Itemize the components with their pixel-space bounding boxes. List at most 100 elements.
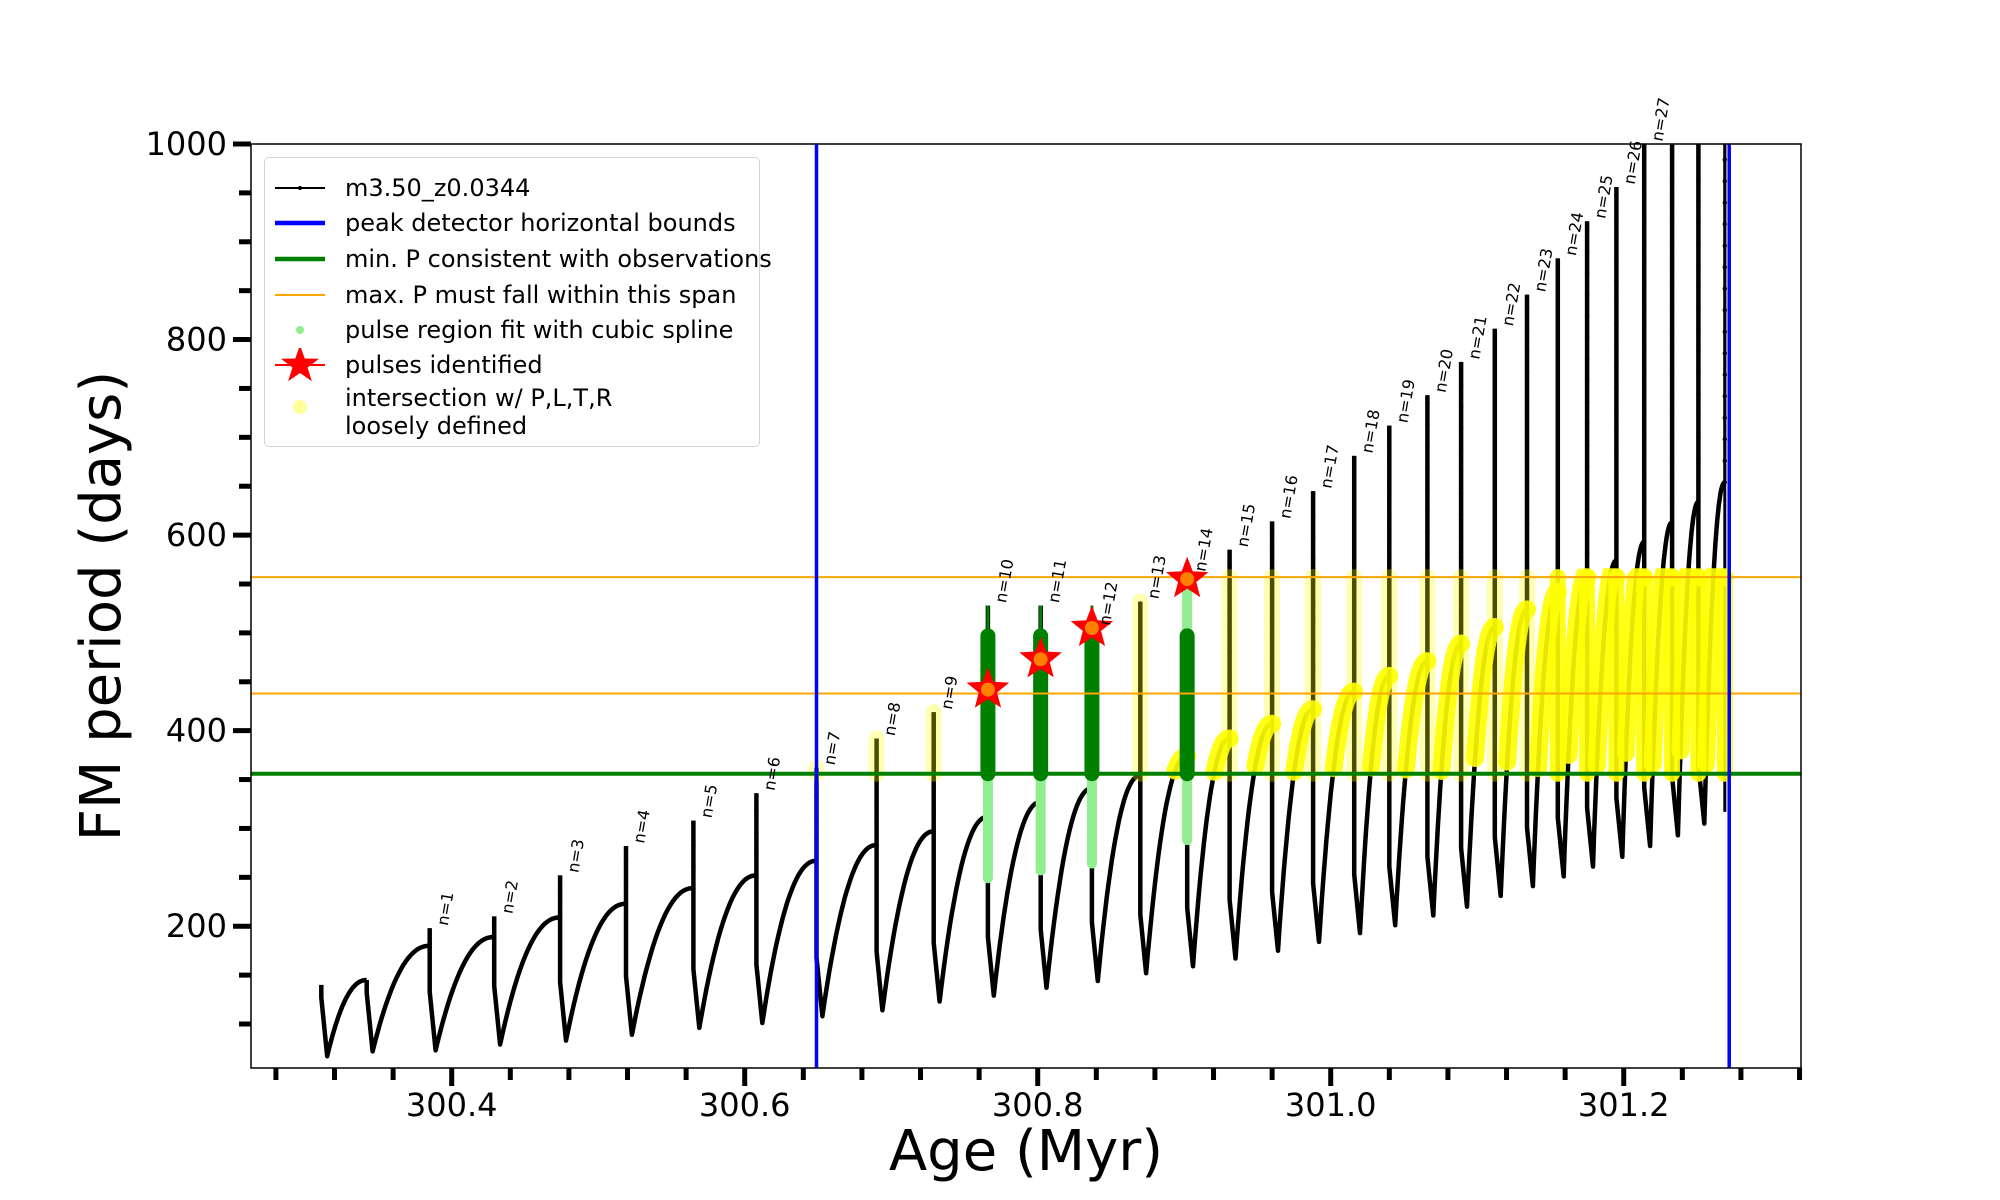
track-marker (1614, 407, 1619, 413)
intersection-region (1396, 652, 1437, 779)
track-marker (1555, 482, 1561, 487)
track-marker (1669, 262, 1675, 267)
track-marker (1642, 518, 1647, 523)
track-marker (491, 934, 497, 940)
track-marker (1669, 391, 1675, 396)
track-marker (1614, 386, 1619, 391)
track-marker (754, 808, 759, 814)
track-marker (1425, 508, 1430, 513)
track-marker (1696, 370, 1701, 375)
track-marker (1269, 614, 1275, 619)
track-marker (1492, 452, 1498, 458)
track-marker (1458, 490, 1464, 496)
line-icon (275, 294, 325, 296)
track-marker (1696, 220, 1701, 225)
track-marker (1524, 327, 1530, 332)
track-marker (1524, 413, 1530, 419)
track-marker (1524, 306, 1530, 311)
track-marker (1642, 324, 1647, 330)
track-marker (1458, 383, 1464, 388)
track-marker (1614, 364, 1619, 370)
track-marker (1584, 313, 1590, 319)
track-marker (1387, 544, 1392, 550)
track-marker (1351, 538, 1357, 544)
track-marker (1584, 464, 1590, 469)
track-marker (1425, 594, 1430, 599)
track-marker (1584, 507, 1590, 512)
model-track-segment (754, 793, 817, 1026)
track-marker (1669, 326, 1675, 331)
track-marker (1584, 550, 1590, 555)
track-marker (1524, 585, 1530, 591)
legend: m3.50_z0.0344 peak detector horizontal bo… (264, 157, 772, 447)
track-marker (1696, 241, 1701, 246)
track-marker (1227, 714, 1232, 720)
track-marker (1310, 599, 1316, 604)
track-marker (1642, 260, 1647, 265)
track-marker (1669, 369, 1675, 375)
track-marker (1642, 217, 1647, 222)
track-marker (1458, 447, 1464, 453)
track-marker (1310, 577, 1316, 583)
track-marker (1614, 515, 1619, 520)
track-marker (1669, 197, 1675, 202)
intersection-region (1285, 700, 1323, 781)
plot-frame (250, 143, 1802, 1069)
intersection-region (1362, 666, 1399, 777)
track-marker (1614, 300, 1619, 305)
track-marker (1696, 413, 1701, 419)
track-marker (931, 743, 936, 748)
y-tick-label: 1000 (146, 125, 227, 163)
track-marker (1138, 665, 1143, 671)
track-marker (1669, 434, 1675, 439)
model-track-segment (985, 605, 1041, 998)
track-marker (1458, 426, 1464, 431)
track-marker (691, 842, 696, 848)
track-marker (1524, 456, 1530, 462)
track-marker (931, 829, 936, 834)
track-marker (1387, 566, 1392, 571)
track-marker (1492, 366, 1498, 372)
track-marker (1138, 622, 1143, 628)
track-marker (1492, 388, 1498, 393)
track-marker (623, 880, 629, 885)
track-marker (1310, 620, 1316, 626)
intersection-region (1205, 729, 1239, 781)
track-marker (1642, 367, 1647, 373)
y-tick-label: 200 (166, 907, 227, 945)
y-tick-label: 400 (166, 712, 227, 750)
track-marker (1584, 356, 1590, 362)
track-marker (1492, 409, 1498, 415)
track-marker (1269, 700, 1275, 705)
x-tick-label: 301.2 (1578, 1086, 1670, 1124)
track-marker (1425, 443, 1430, 449)
track-marker (1669, 240, 1675, 245)
track-marker (1696, 177, 1701, 182)
star-icon (275, 348, 325, 382)
y-axis: 200 400 600 800 1000 (146, 125, 251, 1027)
track-marker (1614, 192, 1619, 198)
track-marker (1269, 528, 1275, 533)
track-marker (1696, 456, 1701, 462)
track-marker (1696, 499, 1701, 505)
y-tick-label: 800 (166, 321, 227, 359)
track-marker (1458, 619, 1464, 625)
x-axis-title: Age (Myr) (889, 1119, 1163, 1184)
track-marker (1351, 581, 1357, 587)
track-marker (1584, 399, 1590, 405)
track-marker (1387, 437, 1392, 442)
track-marker (1584, 227, 1590, 233)
track-marker (1669, 455, 1675, 461)
track-marker (1351, 667, 1357, 673)
x-tick-label: 300.4 (406, 1086, 498, 1124)
track-marker (1696, 198, 1701, 203)
track-marker (1425, 616, 1430, 621)
intersection-region (1432, 634, 1471, 780)
track-marker (1614, 536, 1619, 542)
track-marker (1669, 305, 1675, 310)
track-marker (1524, 564, 1530, 569)
x-tick-label: 300.6 (699, 1086, 791, 1124)
track-marker (1696, 349, 1701, 354)
x-tick-label: 300.8 (992, 1086, 1084, 1124)
track-marker (1696, 263, 1701, 268)
